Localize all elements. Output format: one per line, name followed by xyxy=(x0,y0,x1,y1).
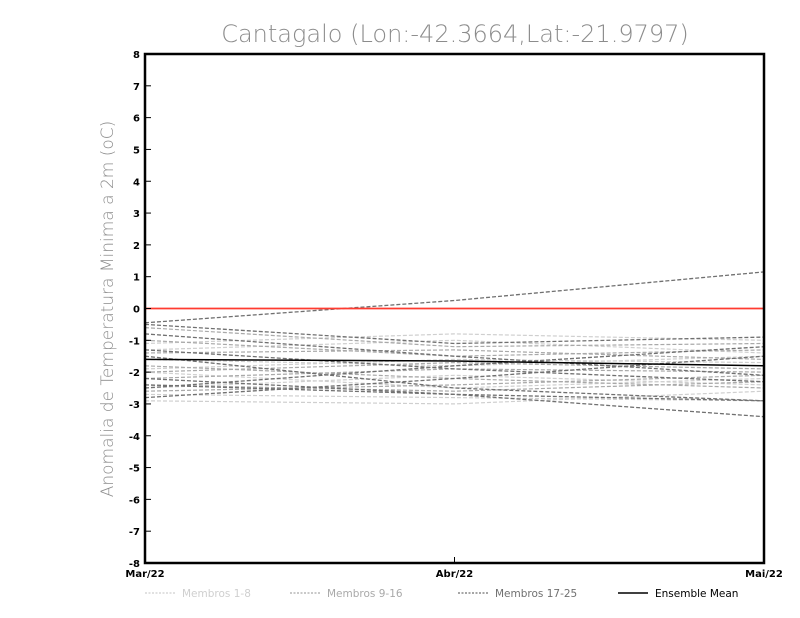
series-line-members-9-16-3 xyxy=(144,368,765,380)
series-line-members-17-25-1 xyxy=(144,271,765,324)
x-tick-label: Mai/22 xyxy=(745,569,783,580)
y-tick-label: 3 xyxy=(133,209,140,220)
y-tick-label: 8 xyxy=(133,50,140,61)
y-tick-label: 2 xyxy=(133,241,140,252)
series-line-members-17-25-2 xyxy=(144,323,765,345)
series-line-members-17-25-3 xyxy=(144,333,765,376)
y-tick-label: -7 xyxy=(129,527,140,538)
y-tick-label: -4 xyxy=(129,432,140,443)
series-line-ensemble-mean xyxy=(144,358,765,367)
x-axis-ticks: Mar/22 Abr/22 Mai/22 xyxy=(125,557,783,580)
x-tick-label: Abr/22 xyxy=(436,569,473,580)
series-line-members-17-25-9 xyxy=(144,384,765,402)
legend-label-members-17-25: Membros 17-25 xyxy=(495,588,577,600)
legend: Membros 1-8 Membros 9-16 Membros 17-25 Ense… xyxy=(145,588,738,600)
y-tick-label: 0 xyxy=(133,305,140,316)
y-tick-label: 7 xyxy=(133,82,140,93)
series-line-members-9-16-1 xyxy=(144,327,765,348)
series-line-members-1-8-4 xyxy=(144,390,765,405)
chart-title: Cantagalo (Lon:-42.3664,Lat:-21.9797) xyxy=(221,20,689,48)
y-tick-label: -5 xyxy=(129,464,140,475)
y-tick-label: -3 xyxy=(129,400,140,411)
y-tick-label: 1 xyxy=(133,273,140,284)
y-tick-label: -1 xyxy=(129,336,140,347)
series-line-members-17-25-7 xyxy=(144,346,765,389)
y-tick-label: -6 xyxy=(129,495,140,506)
legend-label-members-1-8: Membros 1-8 xyxy=(182,588,251,600)
series-line-members-9-16-6 xyxy=(144,339,765,357)
series-line-members-9-16-2 xyxy=(144,349,765,360)
y-tick-label: 4 xyxy=(133,177,140,188)
legend-label-ensemble-mean: Ensemble Mean xyxy=(655,588,738,600)
x-tick-label: Mar/22 xyxy=(125,569,164,580)
series-line-members-17-25-8 xyxy=(144,355,765,402)
series-line-members-1-8-5 xyxy=(144,339,765,354)
legend-label-members-9-16: Membros 9-16 xyxy=(327,588,403,600)
series-line-members-9-16-5 xyxy=(144,374,765,392)
y-tick-label: -2 xyxy=(129,368,140,379)
series-line-members-1-8-7 xyxy=(144,355,765,367)
series-line-members-17-25-4 xyxy=(144,349,765,383)
series-line-members-1-8-8 xyxy=(144,393,765,402)
series-line-members-9-16-7 xyxy=(144,361,765,373)
series-line-members-9-16-8 xyxy=(144,381,765,392)
series-line-members-9-16-4 xyxy=(144,365,765,389)
series-line-members-1-8-2 xyxy=(144,358,765,370)
series-line-members-1-8-1 xyxy=(144,333,765,345)
y-tick-label: -8 xyxy=(129,559,140,570)
y-axis-ticks: 8 7 6 5 4 3 2 1 0 -1 -2 -3 -4 -5 -6 -7 -8 xyxy=(129,50,151,570)
y-tick-label: 5 xyxy=(133,145,140,156)
y-axis-label: Anomalia de Temperatura Minima a 2m (oC) xyxy=(98,121,118,498)
y-tick-label: 6 xyxy=(133,114,140,125)
